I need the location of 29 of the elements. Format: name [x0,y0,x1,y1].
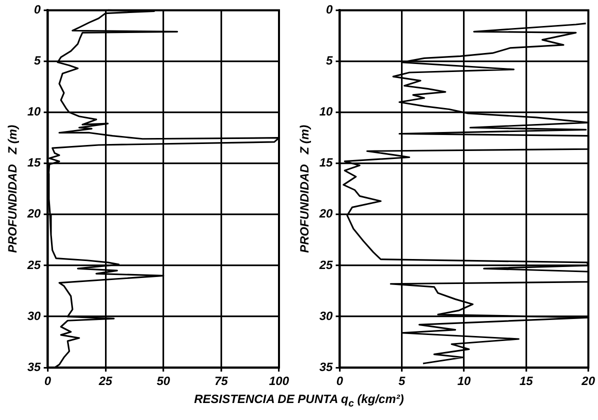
x-axis-title: RESISTENCIA DE PUNTA q$_{c}$ (kg/cm²) [193,392,405,410]
y-tick-label: 35 [319,360,334,374]
y-tick-label: 35 [27,360,42,374]
y-tick-label: 30 [27,308,42,323]
y-tick-label: 20 [26,206,42,221]
y-tick-label: 10 [27,104,42,119]
y-tick-label: 25 [26,258,42,272]
y-tick-label: 10 [319,104,334,119]
x-tick-label: 25 [98,374,113,388]
x-tick-label: 10 [457,374,472,388]
x-tick-label: 0 [44,374,52,388]
y-tick-label: 15 [319,156,334,170]
y-tick-label: 25 [318,258,334,272]
y-tick-label: 0 [34,2,42,17]
y-tick-label: 30 [319,308,334,323]
y-tick-label: 0 [326,2,334,17]
x-tick-label: 50 [156,374,170,388]
x-tick-label: 75 [214,374,228,388]
x-tick-label: 100 [268,374,290,388]
y-tick-label: 5 [34,54,42,68]
x-tick-label: 0 [336,374,344,388]
x-tick-label: 5 [398,374,406,388]
y-tick-label: 20 [318,206,334,221]
y-tick-label: 5 [326,54,334,68]
y-tick-label: 15 [27,156,42,170]
y-axis-title: PROFUNDIDAD Z (m) [298,124,312,253]
x-tick-label: 20 [580,374,596,388]
y-axis-title: PROFUNDIDAD Z (m) [6,124,20,253]
x-tick-label: 15 [520,374,534,388]
